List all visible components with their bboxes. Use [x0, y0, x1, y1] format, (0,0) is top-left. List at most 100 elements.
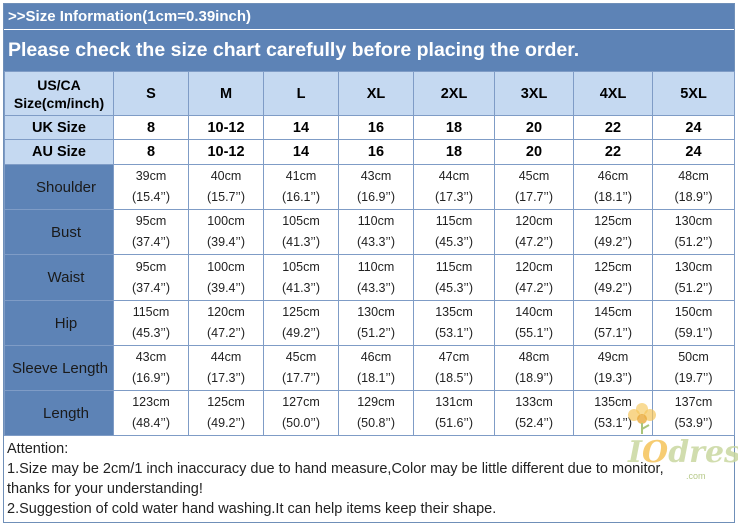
note-line-2: thanks for your understanding! — [7, 481, 203, 497]
cm-value: 40cm — [210, 169, 242, 183]
measurement-cell: 45cm (17.7’’) — [494, 164, 574, 210]
cm-value: 150cm — [674, 305, 713, 319]
measurement-cell: 115cm (45.3’’) — [413, 209, 495, 255]
cm-value: 131cm — [435, 395, 473, 409]
uk-size-value: 24 — [652, 115, 735, 140]
measurement-cell: 105cm (41.3’’) — [263, 254, 339, 301]
measurement-cell: 45cm (17.7’’) — [263, 345, 339, 391]
inch-value: (51.2’’) — [357, 326, 395, 340]
inch-value: (41.3’’) — [282, 280, 320, 295]
measurement-cell: 44cm (17.3’’) — [188, 345, 264, 391]
inch-value: (39.4’’) — [207, 235, 245, 249]
cm-value: 49cm — [597, 350, 629, 364]
measurement-cell: 130cm (51.2’’) — [652, 254, 735, 301]
inch-value: (47.2’’) — [207, 326, 245, 340]
inch-value: (53.9’’) — [674, 416, 713, 430]
size-table: US/CA Size(cm/inch) S M L XL 2XL 3XL 4XL… — [4, 71, 735, 436]
size-header-s: S — [113, 71, 189, 116]
inch-value: (17.7’’) — [282, 371, 320, 385]
measurement-cell: 49cm (19.3’’) — [573, 345, 653, 391]
measurement-cell: 43cm (16.9’’) — [338, 164, 414, 210]
uk-size-value: 20 — [494, 115, 574, 140]
cm-value: 129cm — [357, 395, 395, 409]
measurement-row: Hip 115cm (45.3’’) 120cm (47.2’’) 125cm (49.2’… — [4, 300, 735, 346]
inch-value: (19.3’’) — [594, 371, 632, 385]
measurement-cell: 43cm (16.9’’) — [113, 345, 189, 391]
cm-value: 120cm — [207, 305, 245, 319]
cm-value: 125cm — [207, 395, 245, 409]
inch-value: (16.9’’) — [357, 190, 395, 204]
inch-value: (16.1’’) — [282, 190, 320, 204]
inch-value: (45.3’’) — [435, 235, 473, 249]
cm-value: 105cm — [282, 259, 320, 274]
measurement-cell: 137cm (53.9’’) — [652, 390, 735, 436]
measurement-row: Length 123cm (48.4’’) 125cm (49.2’’) 127cm (50… — [4, 390, 735, 436]
cm-value: 44cm — [210, 350, 242, 364]
size-header-2xl: 2XL — [413, 71, 495, 116]
measurement-cell: 115cm (45.3’’) — [113, 300, 189, 346]
measurement-cell: 150cm (59.1’’) — [652, 300, 735, 346]
inch-value: (47.2’’) — [515, 235, 553, 249]
cm-value: 46cm — [597, 169, 629, 183]
measurement-cell: 110cm (43.3’’) — [338, 254, 414, 301]
measurement-row: Sleeve Length 43cm (16.9’’) 44cm (17.3’’) 45c… — [4, 345, 735, 391]
cm-value: 110cm — [357, 214, 395, 228]
cm-value: 100cm — [207, 214, 245, 228]
inch-value: (50.8’’) — [357, 416, 395, 430]
measurement-label: Length — [4, 390, 114, 436]
flower-icon — [628, 403, 656, 434]
measurement-cell: 120cm (47.2’’) — [494, 209, 574, 255]
measurement-cell: 130cm (51.2’’) — [338, 300, 414, 346]
inch-value: (49.2’’) — [207, 416, 245, 430]
measurement-cell: 110cm (43.3’’) — [338, 209, 414, 255]
cm-value: 115cm — [132, 305, 170, 319]
cm-value: 105cm — [282, 214, 320, 228]
measurement-label: Bust — [4, 209, 114, 255]
uk-size-label: UK Size — [4, 115, 114, 140]
cm-value: 130cm — [674, 214, 713, 228]
cm-value: 50cm — [678, 350, 709, 364]
measurement-cell: 40cm (15.7’’) — [188, 164, 264, 210]
cm-value: 44cm — [438, 169, 470, 183]
cm-value: 110cm — [357, 259, 395, 274]
measurement-label: Shoulder — [4, 164, 114, 210]
cm-value: 133cm — [515, 395, 553, 409]
au-size-value: 22 — [573, 139, 653, 165]
cm-value: 95cm — [135, 214, 167, 228]
measurement-cell: 48cm (18.9’’) — [652, 164, 735, 210]
inch-value: (53.1’’) — [594, 416, 632, 430]
inch-value: (39.4’’) — [207, 280, 245, 295]
measurement-cell: 130cm (51.2’’) — [652, 209, 735, 255]
measurement-cell: 39cm (15.4’’) — [113, 164, 189, 210]
inch-value: (17.7’’) — [515, 190, 553, 204]
inch-value: (18.5’’) — [435, 371, 473, 385]
attention-notes: Attention: 1.Size may be 2cm/1 inch inac… — [4, 436, 734, 519]
cm-value: 41cm — [285, 169, 317, 183]
cm-value: 45cm — [285, 350, 317, 364]
inch-value: (50.0’’) — [282, 416, 320, 430]
inch-value: (52.4’’) — [515, 416, 553, 430]
inch-value: (55.1’’) — [515, 326, 553, 340]
measurement-cell: 133cm (52.4’’) — [494, 390, 574, 436]
measurement-cell: 125cm (49.2’’) — [573, 209, 653, 255]
inch-value: (47.2’’) — [515, 280, 553, 295]
cm-value: 130cm — [674, 259, 713, 274]
inch-value: (17.3’’) — [435, 190, 473, 204]
inch-value: (37.4’’) — [132, 280, 170, 295]
size-header-m: M — [188, 71, 264, 116]
measurement-cell: 131cm (51.6’’) — [413, 390, 495, 436]
measurement-cell: 100cm (39.4’’) — [188, 209, 264, 255]
inch-value: (48.4’’) — [132, 416, 170, 430]
brand-wordmark: IOdress — [628, 435, 738, 470]
inch-value: (51.2’’) — [674, 280, 713, 295]
size-header-5xl: 5XL — [652, 71, 735, 116]
measurement-label: Waist — [4, 254, 114, 301]
note-line-3: 2.Suggestion of cold water hand washing.… — [7, 501, 497, 517]
measurement-cell: 127cm (50.0’’) — [263, 390, 339, 436]
au-size-value: 24 — [652, 139, 735, 165]
measurement-cell: 46cm (18.1’’) — [573, 164, 653, 210]
inch-value: (45.3’’) — [435, 280, 473, 295]
cm-value: 45cm — [518, 169, 550, 183]
cm-value: 39cm — [135, 169, 167, 183]
au-size-value: 20 — [494, 139, 574, 165]
